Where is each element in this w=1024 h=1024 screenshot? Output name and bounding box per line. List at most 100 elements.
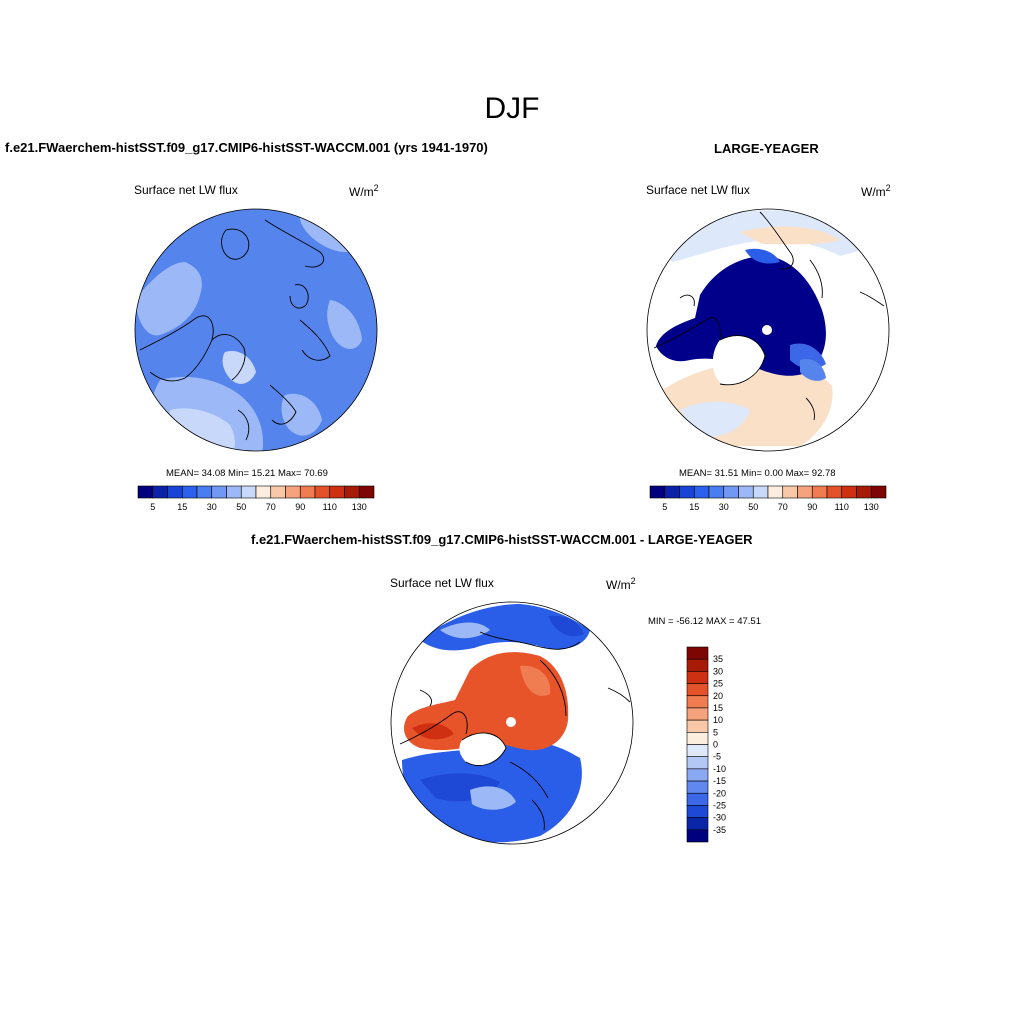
colorbar-tick-label: 50 — [748, 502, 758, 512]
colorbar-box — [686, 695, 709, 709]
colorbar-box — [285, 485, 301, 499]
colorbar-tick-label: -20 — [713, 788, 726, 798]
colorbar-box — [686, 756, 709, 770]
colorbar-box — [664, 485, 680, 499]
colorbar-tick-label: 30 — [713, 666, 723, 676]
panel1-map — [135, 209, 377, 451]
panel2-units: W/m2 — [861, 183, 891, 199]
panel3-map-border — [390, 601, 634, 845]
colorbar-box — [167, 485, 183, 499]
colorbar-tick-label: -10 — [713, 764, 726, 774]
colorbar-box — [686, 683, 709, 697]
panel2-title: LARGE-YEAGER — [714, 141, 819, 156]
colorbar-box — [196, 485, 213, 499]
colorbar-tick-label: 30 — [719, 502, 729, 512]
panel3-coastlines — [399, 631, 631, 831]
colorbar-tick-label: 35 — [713, 654, 723, 664]
colorbar-box — [679, 485, 695, 499]
colorbar-tick-label: 90 — [295, 502, 305, 512]
colorbar-box — [693, 485, 710, 499]
colorbar-tick-label: 130 — [864, 502, 879, 512]
colorbar-box — [686, 658, 709, 672]
colorbar-box — [752, 485, 769, 499]
colorbar-tick-label: 15 — [713, 703, 723, 713]
colorbar-box — [826, 485, 843, 499]
colorbar-box — [686, 719, 709, 733]
colorbar-box — [240, 485, 257, 499]
panel2-map-border — [646, 208, 890, 452]
colorbar-box — [152, 485, 168, 499]
colorbar-box — [358, 485, 375, 499]
colorbar-tick-label: -25 — [713, 800, 726, 810]
colorbar-tick-label: 5 — [662, 502, 667, 512]
panel1-coastlines — [139, 219, 331, 441]
colorbar-box — [686, 732, 709, 745]
colorbar-box — [767, 485, 784, 499]
colorbar-tick-label: 5 — [150, 502, 155, 512]
colorbar-box — [686, 671, 709, 684]
panel1-variable: Surface net LW flux — [134, 183, 238, 197]
colorbar-box — [226, 485, 242, 499]
colorbar-box — [649, 485, 666, 499]
colorbar-tick-label: 70 — [266, 502, 276, 512]
panel1-colorbar: 5 15 30 50 70 90 110 130 — [137, 485, 375, 512]
colorbar-box — [811, 485, 828, 499]
panel2-stats: MEAN= 31.51 Min= 0.00 Max= 92.78 — [679, 468, 836, 479]
colorbar-tick-label: -5 — [713, 752, 721, 762]
panel3-variable: Surface net LW flux — [390, 576, 494, 590]
colorbar-box — [137, 485, 154, 499]
panel2-coastlines — [653, 211, 885, 421]
colorbar-tick-label: -30 — [713, 813, 726, 823]
colorbar-box — [255, 485, 272, 499]
colorbar-tick-label: 110 — [835, 502, 849, 512]
colorbar-tick-label: 110 — [323, 502, 337, 512]
panel3-colorbar: 35 30 25 20 15 10 5 0 -5 -10 -15 -20 -25 -30 -35 — [686, 646, 726, 843]
panel1-title: f.e21.FWaerchem-histSST.f09_g17.CMIP6-hi… — [5, 140, 488, 155]
colorbar-tick-label: 50 — [236, 502, 246, 512]
colorbar-box — [329, 485, 345, 499]
panel2-variable: Surface net LW flux — [646, 183, 750, 197]
colorbar-box — [314, 485, 331, 499]
colorbar-tick-label: 5 — [713, 727, 718, 737]
colorbar-tick-label: 25 — [713, 679, 723, 689]
panel3-minmax: MIN = -56.12 MAX = 47.51 — [648, 616, 762, 627]
colorbar-box — [686, 805, 709, 818]
colorbar-box — [723, 485, 739, 499]
panel3-units: W/m2 — [606, 576, 636, 592]
colorbar-box — [738, 485, 754, 499]
colorbar-tick-label: 0 — [713, 740, 718, 750]
colorbar-box — [299, 485, 316, 499]
colorbar-tick-label: -15 — [713, 776, 726, 786]
colorbar-tick-label: 10 — [713, 715, 723, 725]
colorbar-box — [686, 646, 709, 660]
colorbar-box — [344, 485, 360, 499]
colorbar-tick-label: 90 — [807, 502, 817, 512]
colorbar-box — [708, 485, 725, 499]
colorbar-tick-label: 15 — [689, 502, 699, 512]
colorbar-box — [686, 817, 709, 831]
main-title: DJF — [484, 92, 540, 125]
colorbar-box — [841, 485, 857, 499]
colorbar-box — [686, 744, 709, 757]
panel2-map — [647, 209, 889, 451]
panel1-map-border — [134, 208, 378, 452]
colorbar-box — [270, 485, 286, 499]
colorbar-box — [211, 485, 227, 499]
colorbar-box — [686, 707, 709, 721]
colorbar-box — [686, 780, 709, 794]
colorbar-box — [782, 485, 798, 499]
colorbar-box — [686, 829, 709, 843]
colorbar-box — [181, 485, 198, 499]
panel2-colorbar: 5 15 30 50 70 90 110 130 — [649, 485, 887, 512]
colorbar-box — [870, 485, 887, 499]
colorbar-box — [686, 768, 709, 782]
colorbar-tick-label: -35 — [713, 825, 726, 835]
colorbar-box — [797, 485, 813, 499]
colorbar-tick-label: 30 — [207, 502, 217, 512]
colorbar-box — [686, 792, 709, 806]
panel1-units: W/m2 — [349, 183, 379, 199]
panel1-stats: MEAN= 34.08 Min= 15.21 Max= 70.69 — [166, 468, 328, 479]
colorbar-tick-label: 130 — [352, 502, 367, 512]
colorbar-box — [856, 485, 872, 499]
